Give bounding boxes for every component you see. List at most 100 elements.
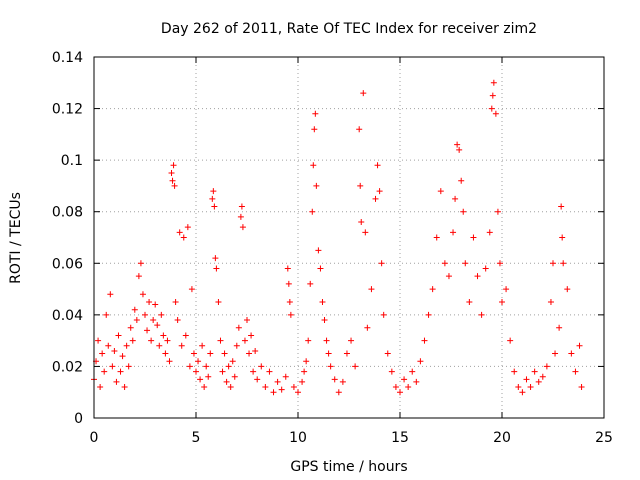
data-point bbox=[148, 337, 155, 344]
data-point bbox=[421, 337, 428, 344]
data-point bbox=[492, 110, 499, 117]
data-point bbox=[507, 337, 514, 344]
data-point bbox=[470, 234, 477, 241]
data-point bbox=[452, 195, 459, 202]
data-point bbox=[107, 291, 114, 298]
data-point bbox=[223, 378, 230, 385]
data-point bbox=[109, 363, 116, 370]
data-point bbox=[437, 188, 444, 195]
data-point bbox=[325, 350, 332, 357]
data-point bbox=[496, 260, 503, 267]
data-point bbox=[162, 350, 169, 357]
data-point bbox=[186, 363, 193, 370]
data-point bbox=[488, 105, 495, 112]
data-point bbox=[123, 342, 130, 349]
data-point bbox=[460, 208, 467, 215]
data-point bbox=[401, 376, 408, 383]
data-point bbox=[217, 337, 224, 344]
data-point bbox=[372, 195, 379, 202]
x-axis-label: GPS time / hours bbox=[290, 459, 407, 475]
data-point bbox=[174, 317, 181, 324]
data-point bbox=[119, 353, 126, 360]
data-point bbox=[543, 363, 550, 370]
data-point bbox=[343, 350, 350, 357]
data-point bbox=[156, 342, 163, 349]
y-tick-label: 0.14 bbox=[52, 50, 83, 66]
data-point bbox=[310, 162, 317, 169]
data-point bbox=[258, 363, 265, 370]
data-point bbox=[494, 208, 501, 215]
data-point bbox=[142, 311, 148, 318]
data-point bbox=[527, 384, 534, 391]
data-point bbox=[384, 350, 391, 357]
data-point bbox=[282, 373, 289, 380]
data-point bbox=[303, 358, 310, 365]
data-point bbox=[339, 378, 346, 385]
data-point bbox=[199, 342, 206, 349]
x-tick-label: 10 bbox=[289, 430, 307, 446]
data-point bbox=[564, 286, 571, 293]
data-point bbox=[552, 350, 559, 357]
data-point bbox=[305, 337, 312, 344]
data-point bbox=[352, 363, 359, 370]
data-point bbox=[209, 195, 216, 202]
data-point bbox=[376, 188, 383, 195]
data-point bbox=[211, 203, 218, 210]
x-tick-label: 25 bbox=[595, 430, 613, 446]
data-point bbox=[409, 368, 416, 375]
data-point bbox=[331, 376, 338, 383]
y-tick-label: 0 bbox=[74, 411, 83, 427]
data-point bbox=[172, 298, 179, 305]
data-point bbox=[323, 337, 330, 344]
data-point bbox=[235, 324, 242, 331]
data-point bbox=[133, 317, 140, 324]
data-point bbox=[287, 311, 294, 318]
data-point bbox=[301, 368, 308, 375]
data-point bbox=[152, 301, 159, 308]
data-point bbox=[195, 358, 202, 365]
data-point bbox=[466, 298, 473, 305]
data-point bbox=[335, 389, 342, 396]
data-point bbox=[248, 332, 255, 339]
data-point bbox=[425, 311, 432, 318]
data-point bbox=[262, 384, 269, 391]
x-tick-label: 5 bbox=[192, 430, 201, 446]
data-point bbox=[511, 368, 518, 375]
data-point bbox=[556, 324, 563, 331]
data-point bbox=[312, 110, 319, 117]
data-point bbox=[368, 286, 375, 293]
data-point bbox=[221, 350, 228, 357]
data-point bbox=[127, 324, 134, 331]
data-point bbox=[547, 298, 554, 305]
data-point bbox=[482, 265, 489, 272]
data-point bbox=[284, 265, 291, 272]
data-point bbox=[215, 298, 222, 305]
data-point bbox=[362, 229, 369, 236]
y-tick-label: 0.06 bbox=[52, 256, 83, 272]
data-point bbox=[190, 350, 197, 357]
data-point bbox=[429, 286, 436, 293]
data-point bbox=[150, 317, 157, 324]
data-point bbox=[572, 368, 579, 375]
data-point bbox=[405, 384, 412, 391]
data-point bbox=[458, 177, 465, 184]
data-point bbox=[171, 182, 178, 189]
data-point bbox=[135, 273, 142, 280]
data-point bbox=[99, 350, 106, 357]
data-point bbox=[374, 162, 381, 169]
data-point bbox=[131, 306, 138, 313]
data-point bbox=[535, 378, 542, 385]
data-point bbox=[499, 298, 505, 305]
data-point bbox=[360, 90, 367, 97]
data-point bbox=[285, 280, 292, 287]
data-point bbox=[321, 317, 328, 324]
data-point bbox=[531, 368, 538, 375]
data-point bbox=[229, 358, 236, 365]
y-tick-label: 0.12 bbox=[52, 102, 83, 118]
data-point bbox=[158, 311, 165, 318]
data-point bbox=[178, 342, 185, 349]
data-point bbox=[286, 298, 293, 305]
data-point bbox=[203, 363, 210, 370]
data-point bbox=[576, 342, 583, 349]
